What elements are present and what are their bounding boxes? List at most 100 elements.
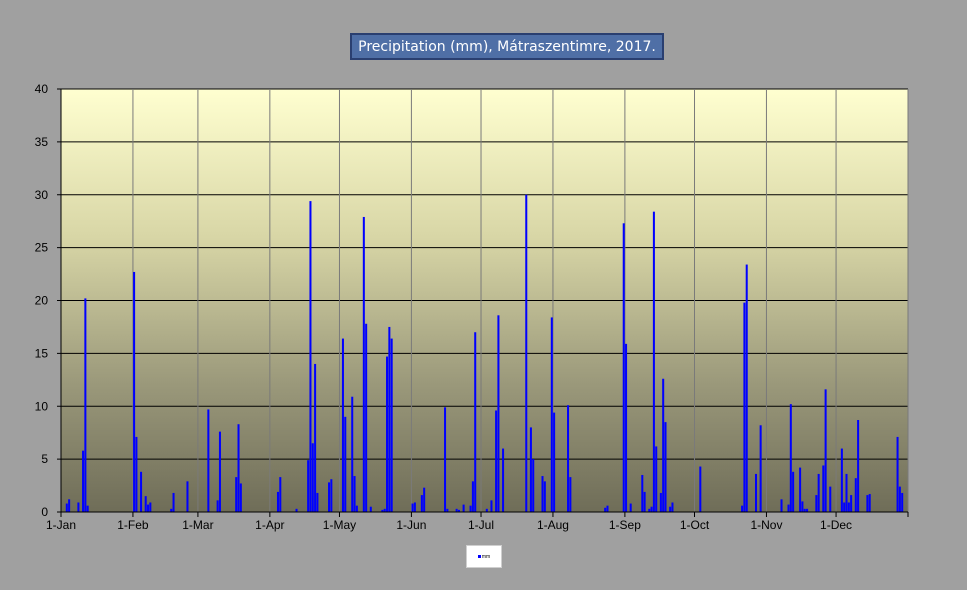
y-tick-label-30: 30 [35,188,49,202]
bar-2017-12-27 [896,436,899,512]
bar-2017-02-18 [172,492,175,512]
bar-2017-09-09 [643,491,646,512]
bar-2017-02-01 [133,271,136,512]
y-tick-label-40: 40 [35,82,49,96]
bar-2017-11-07 [780,499,783,512]
bar-2017-09-17 [662,378,665,512]
bar-2017-09-14 [655,446,658,512]
y-tick-label-20: 20 [35,294,49,308]
bar-2017-08-23 [604,507,607,512]
x-tick-label-3: 1-Apr [255,518,284,532]
bar-2017-02-07 [147,504,150,512]
bar-2017-05-07 [353,476,356,512]
bar-2017-06-27 [471,481,474,512]
bar-2017-02-08 [149,502,152,512]
bar-2017-11-10 [787,504,790,512]
bar-2017-04-20 [314,363,317,512]
bar-2017-04-17 [307,460,310,512]
bar-2017-06-16 [446,508,449,512]
bar-2017-06-01 [411,503,414,512]
bar-2017-05-19 [381,509,384,512]
bar-2017-04-04 [276,491,279,512]
bar-2017-02-24 [186,481,189,512]
bar-2017-10-27 [754,473,758,512]
bar-2017-06-06 [423,487,426,512]
bar-2017-07-31 [550,317,553,512]
bar-2017-07-10 [502,448,505,512]
bar-2017-08-07 [567,405,570,512]
bar-2017-12-28 [898,486,901,512]
bar-2017-07-28 [543,481,546,512]
bar-2017-09-08 [641,474,644,512]
bar-2017-12-05 [845,473,848,512]
bar-2017-03-19 [239,483,242,512]
x-tick-label-6: 1-Jul [468,518,494,532]
bar-2017-05-11 [362,216,365,512]
bar-2017-12-06 [847,502,850,512]
y-tick-label-25: 25 [35,241,49,255]
x-tick-label-10: 1-Nov [750,518,782,532]
bar-2017-05-02 [341,338,344,512]
bar-2017-11-15 [799,467,802,512]
x-tick-label-0: 1-Jan [46,518,76,532]
bar-2017-04-12 [295,508,298,512]
bar-2017-05-22 [388,326,391,512]
bar-2017-05-14 [369,506,372,512]
bar-2017-03-05 [207,409,210,512]
bar-2017-09-20 [669,506,672,512]
bar-2017-02-06 [144,496,147,512]
bar-2017-11-22 [815,495,818,512]
bar-2017-12-10 [857,419,860,512]
bar-2017-03-18 [237,424,240,512]
bar-2017-07-08 [497,315,500,512]
bar-2017-05-08 [355,505,358,512]
bar-2017-01-10 [82,450,85,512]
bar-2017-12-04 [843,502,846,512]
bar-2017-09-18 [664,422,667,512]
bar-2017-10-22 [743,302,746,512]
legend: mm [466,545,502,568]
gridlines [61,88,909,512]
x-tick-label-4: 1-May [323,518,356,532]
bar-2017-07-23 [532,459,535,512]
bar-2017-11-11 [789,404,792,512]
bar-2017-04-26 [328,482,331,512]
bar-2017-04-27 [330,479,333,512]
bar-2017-07-22 [529,427,532,512]
bar-2017-04-05 [279,477,282,512]
bar-2017-02-02 [135,436,138,512]
bar-2017-12-09 [854,478,857,512]
bar-2017-06-28 [474,332,477,512]
bar-2017-08-01 [553,412,556,512]
bar-2017-11-16 [801,501,804,512]
bar-2017-11-23 [817,473,820,512]
bar-2017-07-07 [495,410,498,512]
bar-2017-12-14 [866,495,869,512]
bar-2017-06-21 [457,509,460,512]
bar-2017-12-29 [901,492,904,512]
bar-2017-11-26 [824,389,827,512]
bar-2017-05-20 [383,508,386,512]
bar-2017-09-01 [625,343,628,512]
axes [57,88,909,517]
bar-2017-01-04 [68,499,71,512]
bar-2017-05-03 [344,416,347,512]
y-tick-label-15: 15 [35,346,49,360]
x-tick-label-1: 1-Feb [117,518,149,532]
y-tick-label-0: 0 [41,505,48,519]
bar-2017-09-16 [659,492,662,512]
y-tick-label-35: 35 [35,135,49,149]
bar-2017-01-08 [77,502,80,512]
bar-2017-12-07 [850,495,853,512]
bar-2017-12-03 [840,448,843,512]
x-tick-label-8: 1-Sep [609,518,641,532]
x-tick-label-9: 1-Oct [680,518,710,532]
bar-2017-04-21 [316,492,319,512]
bar-2017-04-18 [309,201,312,512]
bar-2017-06-23 [462,504,465,512]
legend-swatch-mm [477,555,481,558]
bar-2017-11-12 [792,471,795,512]
bar-series-mm [65,194,904,513]
